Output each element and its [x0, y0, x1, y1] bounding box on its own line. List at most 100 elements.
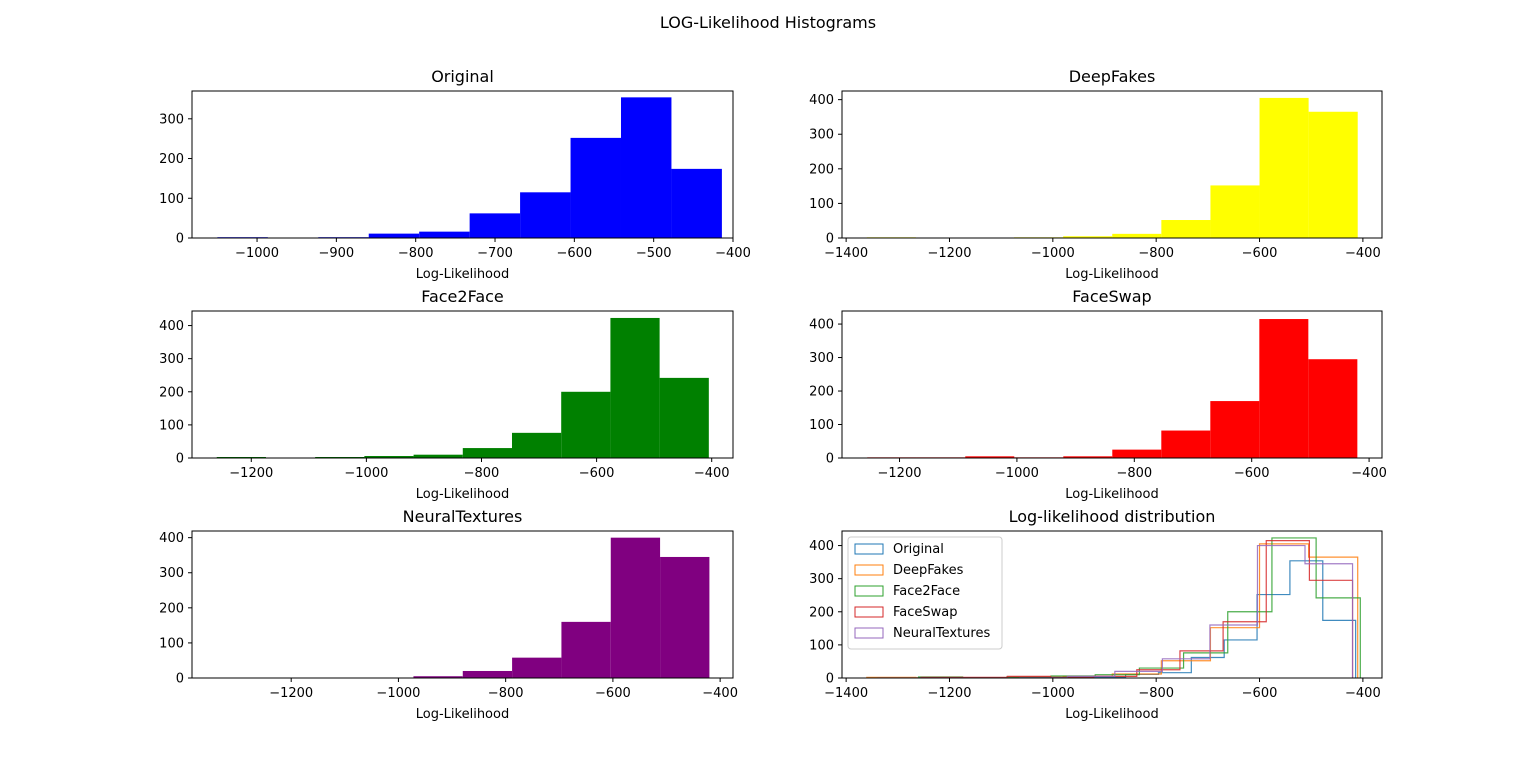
- y-tick-label: 200: [159, 152, 184, 167]
- y-tick-label: 0: [176, 672, 184, 687]
- x-tick-label: −1000: [1031, 246, 1075, 261]
- y-tick-label: 300: [809, 572, 834, 587]
- x-tick-label: −600: [1242, 246, 1278, 261]
- x-tick-label: −400: [702, 686, 738, 701]
- axes-frame: [841, 530, 1383, 679]
- x-tick-label: −500: [636, 246, 672, 261]
- x-tick-label: −800: [398, 246, 434, 261]
- x-tick-label: −900: [319, 246, 355, 261]
- plot-marks: [867, 319, 1358, 458]
- histogram-bar: [1210, 185, 1260, 238]
- legend-swatch: [854, 606, 884, 618]
- histogram-bar: [462, 670, 513, 678]
- x-tick-label: −1000: [376, 686, 420, 701]
- y-tick-label: 100: [809, 197, 834, 212]
- x-tick-label: −400: [715, 246, 751, 261]
- y-tick-label: 200: [809, 385, 834, 400]
- y-tick-label: 300: [159, 112, 184, 127]
- x-tick-label: −1400: [824, 246, 868, 261]
- histogram-bar: [462, 448, 512, 458]
- histogram-bar: [671, 168, 722, 238]
- x-axis-label: Log-Likelihood: [1065, 707, 1158, 722]
- series-line-neuraltextures: [877, 544, 1354, 678]
- y-tick-label: 400: [809, 539, 834, 554]
- x-axis-label: Log-Likelihood: [416, 707, 509, 722]
- legend-label: NeuralTextures: [893, 626, 990, 641]
- histogram-bar: [1308, 111, 1358, 238]
- y-tick-label: 0: [826, 672, 834, 687]
- histogram-bar: [1210, 401, 1260, 458]
- x-tick-label: −400: [694, 466, 730, 481]
- legend-label: Original: [893, 542, 944, 557]
- histogram-bar: [1259, 319, 1309, 458]
- x-tick-label: −1200: [269, 686, 313, 701]
- x-tick-label: −1200: [927, 246, 971, 261]
- histogram-bar: [659, 377, 709, 458]
- x-tick-label: −600: [579, 466, 615, 481]
- histogram-bar: [520, 192, 571, 238]
- x-tick-label: −800: [1138, 686, 1174, 701]
- x-tick-label: −400: [1351, 466, 1387, 481]
- x-tick-label: −700: [477, 246, 513, 261]
- chart-title: Original: [431, 67, 494, 86]
- y-tick-label: 400: [159, 531, 184, 546]
- x-tick-label: −600: [1242, 686, 1278, 701]
- x-axis-label: Log-Likelihood: [1065, 267, 1158, 282]
- histogram-bar: [561, 621, 611, 678]
- x-tick-label: −1000: [1031, 686, 1075, 701]
- y-tick-label: 100: [159, 418, 184, 433]
- y-tick-label: 200: [809, 605, 834, 620]
- x-axis-label: Log-Likelihood: [416, 267, 509, 282]
- x-tick-label: −800: [464, 466, 500, 481]
- histogram-bar: [419, 231, 470, 238]
- x-tick-label: −1000: [344, 466, 388, 481]
- y-tick-label: 300: [809, 128, 834, 143]
- y-tick-label: 0: [176, 452, 184, 467]
- chart-1: Original −1000 −900 −800 −700 −600 −500 −400 0 10…: [159, 67, 751, 282]
- histogram-bar: [1063, 236, 1113, 238]
- y-tick-label: 100: [809, 638, 834, 653]
- histogram-bar: [610, 317, 660, 458]
- figure-title: LOG-Likelihood Histograms: [660, 13, 876, 32]
- histogram-bar: [413, 454, 463, 458]
- plot-marks: [364, 537, 710, 678]
- histogram-bar: [1161, 220, 1211, 238]
- y-tick-label: 400: [809, 318, 834, 333]
- x-tick-label: −400: [1345, 686, 1381, 701]
- histogram-bar: [1063, 456, 1113, 458]
- y-tick-label: 400: [159, 319, 184, 334]
- y-tick-label: 0: [176, 232, 184, 247]
- legend-box: [847, 536, 1003, 650]
- axes-frame: [191, 90, 734, 239]
- histogram-bar: [1112, 233, 1162, 238]
- chart-title: DeepFakes: [1069, 67, 1156, 86]
- x-tick-label: −600: [556, 246, 592, 261]
- x-tick-label: −1200: [229, 466, 273, 481]
- histogram-bar: [965, 456, 1015, 458]
- y-tick-label: 200: [159, 601, 184, 616]
- legend-swatch: [854, 564, 884, 576]
- histogram-bar: [511, 432, 562, 458]
- axes-frame: [841, 90, 1383, 239]
- y-tick-label: 100: [159, 192, 184, 207]
- charts: Original −1000 −900 −800 −700 −600 −500 −400 0 10…: [159, 67, 1387, 722]
- x-tick-label: −600: [1234, 466, 1270, 481]
- x-tick-label: −800: [1138, 246, 1174, 261]
- legend-label: FaceSwap: [893, 605, 958, 620]
- y-tick-label: 100: [159, 636, 184, 651]
- histogram-bar: [620, 97, 672, 238]
- x-tick-label: −1200: [878, 466, 922, 481]
- x-axis-label: Log-Likelihood: [416, 487, 509, 502]
- plot-marks: [216, 317, 709, 458]
- legend-label: DeepFakes: [893, 563, 964, 578]
- axes-frame: [191, 310, 734, 459]
- chart-3: Face2Face −1200 −1000 −800 −600 −400 0 100 200 30…: [159, 287, 734, 502]
- chart-2: DeepFakes −1400 −1200 −1000 −800 −600 −400 0 100…: [809, 67, 1383, 282]
- y-tick-label: 300: [159, 566, 184, 581]
- chart-5: NeuralTextures −1200 −1000 −800 −600 −400 0 100…: [159, 507, 738, 722]
- legend-label: Face2Face: [893, 584, 960, 599]
- chart-6: Log-likelihood distribution −1400 −1200 −10…: [809, 507, 1383, 722]
- y-tick-label: 400: [809, 93, 834, 108]
- histogram-bar: [364, 456, 414, 458]
